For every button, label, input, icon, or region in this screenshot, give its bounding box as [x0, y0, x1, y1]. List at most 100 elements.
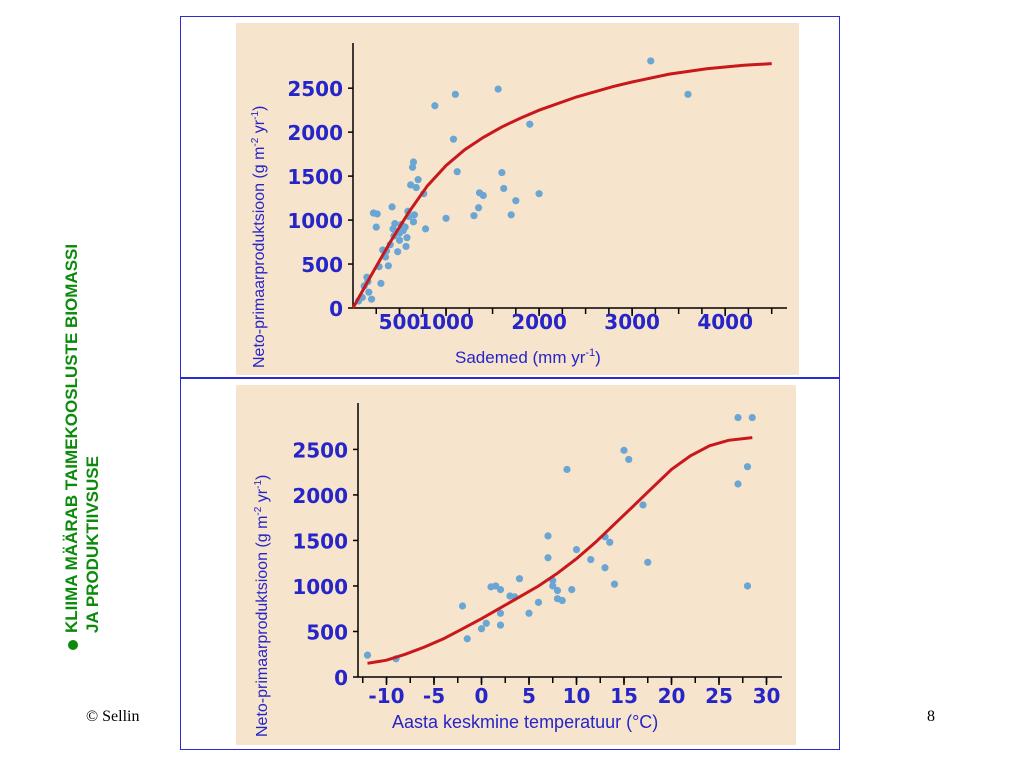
x-tick-label: -10 [368, 684, 404, 708]
y-tick-label: 500 [301, 253, 343, 277]
data-point [572, 545, 581, 554]
data-point [451, 90, 459, 98]
trend-curve [351, 62, 772, 309]
data-point [525, 609, 533, 617]
data-point [544, 554, 552, 562]
x-tick-label: 0 [475, 684, 489, 708]
trend-curve [367, 436, 753, 665]
data-point [414, 176, 422, 184]
data-point [507, 211, 515, 219]
data-point [384, 262, 392, 270]
bullet-icon [68, 640, 78, 650]
data-point [421, 225, 430, 233]
data-point [458, 602, 467, 610]
data-point [496, 621, 505, 629]
slide-title-line2: JA PRODUKTIIVSUSE [83, 456, 102, 633]
data-point [496, 609, 505, 617]
x-tick-label: 30 [753, 684, 781, 708]
data-point [647, 57, 655, 65]
data-point [743, 582, 752, 590]
data-point [449, 135, 458, 143]
y-tick-label: 0 [329, 297, 343, 321]
y-tick-label: 1000 [292, 575, 348, 599]
data-point [453, 168, 461, 176]
data-point [534, 598, 543, 606]
x-tick-label: 10 [563, 684, 591, 708]
data-point [365, 288, 373, 296]
data-point [496, 586, 505, 594]
data-point [515, 575, 524, 583]
data-point [494, 85, 502, 93]
data-point [610, 580, 619, 588]
data-point [639, 501, 647, 509]
y-tick-label: 2500 [292, 438, 348, 462]
y-tick-label: 0 [334, 666, 348, 690]
slide-title: KLIIMA MÄÄRAB TAIMEKOOSLUSTE BIOMASSI JA… [48, 100, 128, 660]
data-point [549, 582, 557, 590]
data-point [479, 191, 487, 200]
chart-frame-temperature: 0 500 1000 1500 2000 2500 -10 -5 0 5 10 15 20 25 30 Ne… [180, 378, 840, 750]
data-point [402, 242, 410, 251]
y-axis-label: Neto-primaarproduktsioon (g m-2 yr-1) [253, 475, 271, 737]
data-point [558, 596, 566, 605]
data-point [620, 446, 628, 454]
x-tick-label: 20 [658, 684, 686, 708]
data-point [684, 90, 692, 98]
data-point [606, 538, 614, 546]
data-point [734, 413, 742, 422]
x-axis-label: Aasta keskmine temperatuur (°C) [392, 712, 658, 732]
data-point [412, 183, 420, 192]
data-point [601, 564, 609, 572]
chart-frame-precipitation: 0 500 1000 1500 2000 2500 500 1000 2000 3000 4000 … [180, 16, 840, 378]
x-tick-label: -5 [423, 684, 445, 708]
y-tick-label: 2000 [287, 121, 343, 145]
data-point [409, 158, 418, 166]
data-point [644, 558, 652, 566]
data-point [372, 223, 380, 231]
data-point [734, 480, 742, 488]
data-point [535, 190, 543, 198]
y-tick-label: 1500 [287, 165, 343, 189]
data-point [388, 203, 396, 211]
data-point [407, 181, 415, 189]
data-point [431, 102, 439, 110]
y-tick-label: 1000 [287, 209, 343, 233]
chart-panel-temperature: 0 500 1000 1500 2000 2500 -10 -5 0 5 10 15 20 25 30 Ne… [236, 385, 796, 745]
data-point [470, 212, 478, 220]
data-point [391, 219, 399, 228]
chart-panel-precipitation: 0 500 1000 1500 2000 2500 500 1000 2000 3000 4000 … [236, 23, 799, 375]
data-point [553, 586, 562, 595]
x-tick-label: 15 [610, 684, 638, 708]
x-tick-label: 2000 [511, 310, 567, 334]
data-point [587, 555, 595, 564]
page-number: 8 [927, 708, 935, 725]
data-point [410, 211, 419, 219]
x-tick-label: 25 [705, 684, 733, 708]
data-point [377, 279, 385, 287]
data-point [403, 234, 411, 242]
y-tick-label: 2500 [287, 77, 343, 101]
data-point [482, 619, 490, 627]
slide-title-line1: KLIIMA MÄÄRAB TAIMEKOOSLUSTE BIOMASSI [62, 244, 81, 633]
data-point [500, 184, 508, 193]
data-point [363, 651, 372, 659]
data-point [568, 586, 576, 594]
y-tick-label: 1500 [292, 529, 348, 553]
data-point [401, 223, 409, 231]
x-tick-label: 500 [379, 310, 421, 334]
y-axis-label: Neto-primaarproduktsioon (g m-2 yr-1) [250, 106, 268, 368]
data-point [544, 532, 552, 540]
x-tick-label: 4000 [697, 310, 753, 334]
y-tick-label: 2000 [292, 484, 348, 508]
data-point [498, 168, 506, 177]
data-point [463, 635, 471, 643]
x-tick-label: 1000 [418, 310, 474, 334]
copyright-text: © Sellin [86, 708, 140, 725]
data-point [563, 465, 571, 474]
data-point [373, 210, 381, 218]
data-point [743, 463, 752, 471]
data-point [409, 218, 418, 226]
data-point [512, 197, 520, 205]
data-point [526, 120, 534, 128]
